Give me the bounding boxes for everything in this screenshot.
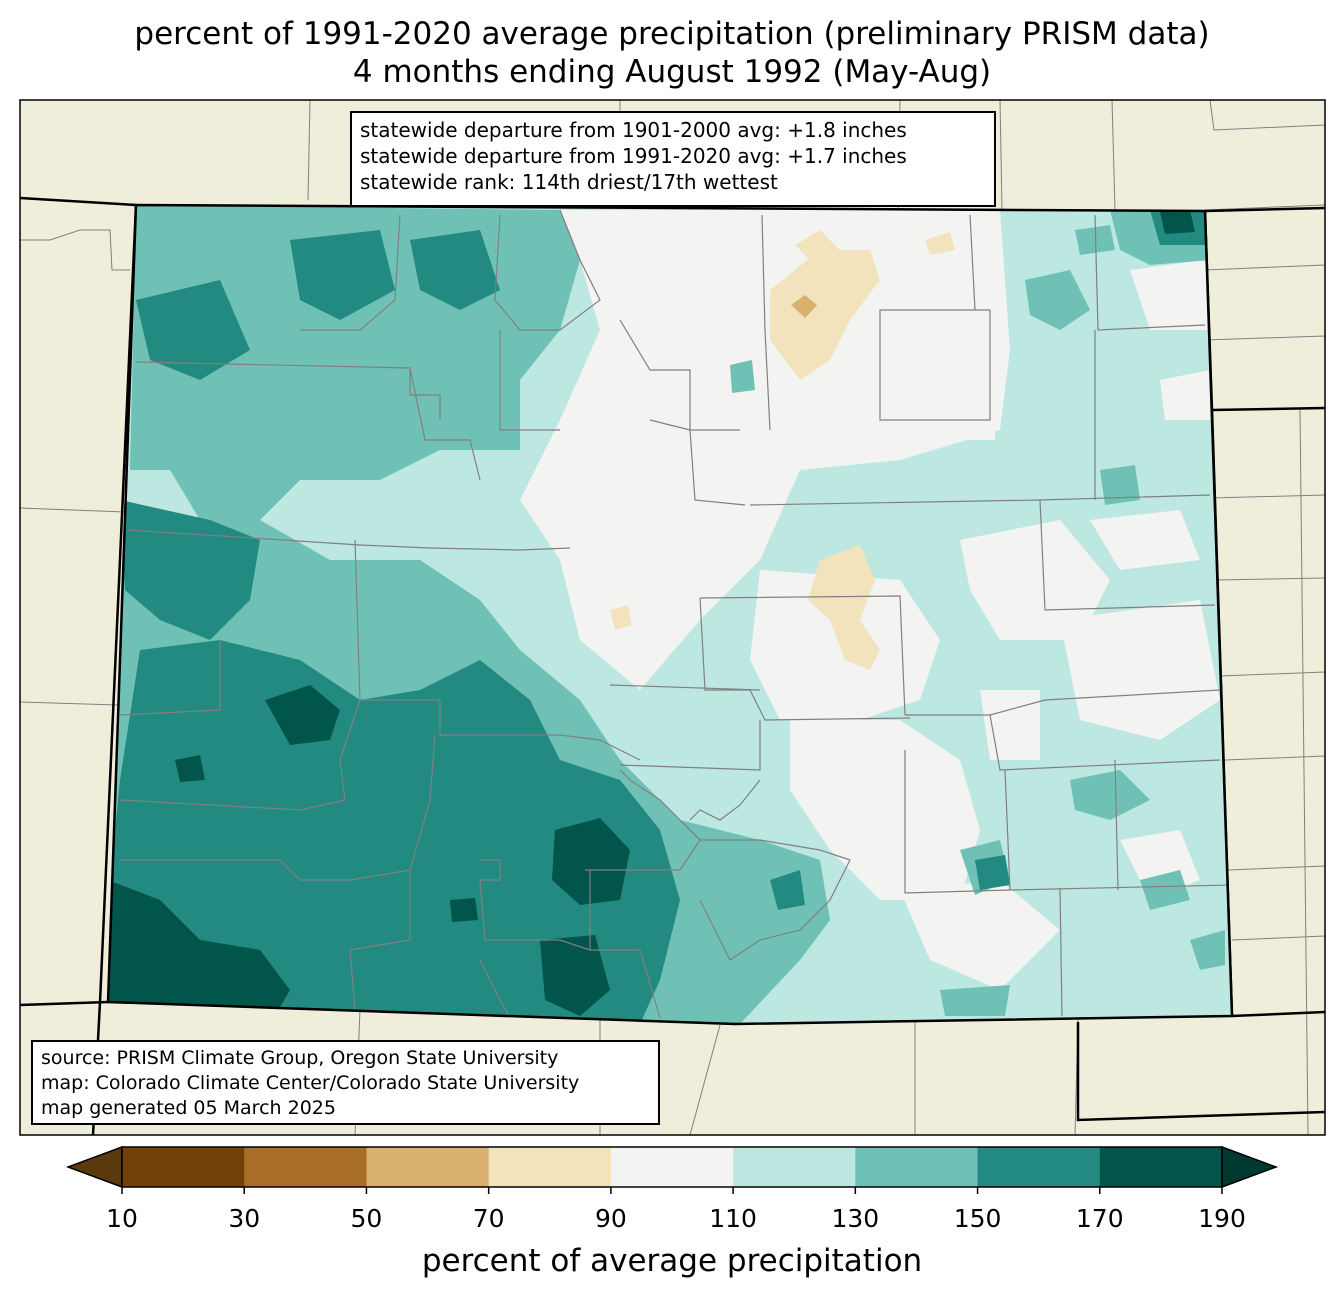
source-line-2: map: Colorado Climate Center/Colorado St…: [41, 1072, 580, 1094]
map-title-line1: percent of 1991-2020 average precipitati…: [134, 16, 1210, 52]
colorbar-tick-label: 110: [709, 1204, 757, 1233]
source-box: source: PRISM Climate Group, Oregon Stat…: [31, 1040, 660, 1125]
colorbar-tick-label: 30: [228, 1204, 261, 1233]
stats-line-1: statewide departure from 1901-2000 avg: …: [360, 118, 907, 142]
county-lines: [119, 209, 1231, 1019]
map-frame: [19, 99, 1326, 1136]
colorado-border: [106, 203, 1234, 1026]
map-title-line2: 4 months ending August 1992 (May-Aug): [352, 54, 992, 90]
colorbar-bin: [1099, 1147, 1223, 1187]
source-line-3: map generated 05 March 2025: [41, 1097, 336, 1119]
colorbar-bin: [733, 1147, 856, 1187]
source-line-1: source: PRISM Climate Group, Oregon Stat…: [41, 1047, 559, 1069]
colorbar-bin: [122, 1147, 245, 1187]
colorbar-tick-label: 150: [953, 1204, 1002, 1233]
colorbar-tick-label: 190: [1198, 1204, 1246, 1233]
colorbar-extend-low: [65, 1145, 123, 1189]
colorbar-bin: [855, 1147, 979, 1187]
colorbar-tick-label: 170: [1075, 1204, 1124, 1233]
colorbar-tick-label: 10: [106, 1204, 138, 1233]
colorbar-outline: [121, 1146, 1223, 1188]
colorbar: [65, 1145, 1279, 1194]
colorbar-tick-label: 70: [472, 1204, 505, 1233]
precipitation-shading: [108, 205, 1232, 1024]
statewide-stats-box: statewide departure from 1901-2000 avg: …: [350, 111, 996, 207]
stats-line-3: statewide rank: 114th driest/17th wettes…: [360, 170, 778, 194]
colorbar-extend-high: [1221, 1145, 1279, 1189]
colorbar-label: percent of average precipitation: [421, 1243, 923, 1279]
colorbar-tick-label: 50: [350, 1204, 383, 1233]
colorbar-bin: [488, 1147, 612, 1187]
colorbar-tick-label: 130: [831, 1204, 880, 1233]
colorbar-bin: [244, 1147, 367, 1187]
colorbar-bin: [977, 1147, 1101, 1187]
stats-line-2: statewide departure from 1991-2020 avg: …: [360, 144, 907, 168]
colorbar-bin: [366, 1147, 490, 1187]
colorbar-bin: [610, 1147, 734, 1187]
colorbar-tick-label: 90: [594, 1204, 627, 1233]
